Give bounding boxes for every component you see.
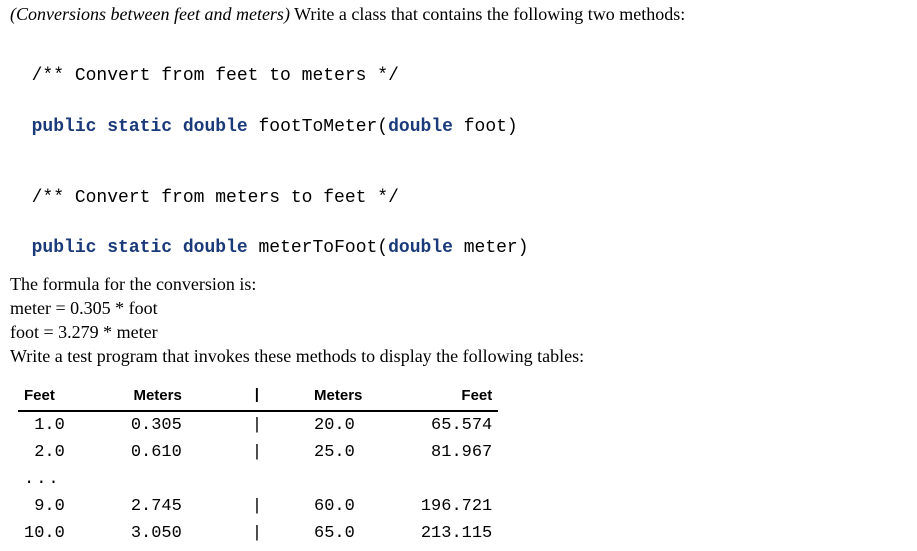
- code-block-1: /** Convert from feet to meters */ publi…: [10, 39, 907, 140]
- kw-double-ret-1: double: [183, 117, 248, 137]
- cell-meters-r: 20.0: [296, 411, 415, 439]
- cell-empty: [296, 466, 415, 493]
- table-header-row: Feet Meters | Meters Feet: [18, 381, 498, 411]
- conversion-table: Feet Meters | Meters Feet 1.0 0.305 | 20…: [18, 381, 498, 547]
- formula-heading: The formula for the conversion is:: [10, 274, 907, 295]
- cell-empty: [415, 466, 498, 493]
- table-wrapper: Feet Meters | Meters Feet 1.0 0.305 | 20…: [10, 381, 907, 547]
- kw-double-ret-2: double: [183, 238, 248, 258]
- table-row: 2.0 0.610 | 25.0 81.967: [18, 439, 498, 466]
- kw-static-2: static: [107, 238, 172, 258]
- cell-meters-l: 3.050: [125, 520, 228, 547]
- cell-feet-r: 196.721: [415, 493, 498, 520]
- cell-meters-l: 2.745: [125, 493, 228, 520]
- cell-ellipsis: ...: [18, 466, 125, 493]
- table-row-ellipsis: ...: [18, 466, 498, 493]
- cell-feet-r: 65.574: [415, 411, 498, 439]
- table-row: 1.0 0.305 | 20.0 65.574: [18, 411, 498, 439]
- kw-double-param-2: double: [388, 238, 453, 258]
- cell-sep: |: [228, 411, 296, 439]
- cell-feet: 10.0: [18, 520, 125, 547]
- formula-line-1: meter = 0.305 * foot: [10, 298, 907, 319]
- cell-meters-r: 25.0: [296, 439, 415, 466]
- formula-block: The formula for the conversion is: meter…: [10, 274, 907, 367]
- cell-meters-r: 65.0: [296, 520, 415, 547]
- col-meters-left: Meters: [125, 381, 228, 411]
- code-comment-1: /** Convert from feet to meters */: [32, 66, 399, 86]
- method-1: footToMeter: [248, 117, 378, 137]
- table-row: 10.0 3.050 | 65.0 213.115: [18, 520, 498, 547]
- cell-meters-l: 0.610: [125, 439, 228, 466]
- cell-empty: [228, 466, 296, 493]
- paren-open-2: (: [377, 238, 388, 258]
- intro-title-italic: (Conversions between feet and meters): [10, 4, 290, 24]
- cell-meters-l: 0.305: [125, 411, 228, 439]
- col-feet: Feet: [18, 381, 125, 411]
- code-block-2: /** Convert from meters to feet */ publi…: [10, 161, 907, 262]
- table-row: 9.0 2.745 | 60.0 196.721: [18, 493, 498, 520]
- param-2: meter): [453, 238, 529, 258]
- cell-sep: |: [228, 439, 296, 466]
- paren-open-1: (: [377, 117, 388, 137]
- cell-feet-r: 213.115: [415, 520, 498, 547]
- cell-feet-r: 81.967: [415, 439, 498, 466]
- col-feet-right: Feet: [415, 381, 498, 411]
- cell-sep: |: [228, 520, 296, 547]
- col-separator: |: [228, 381, 296, 411]
- test-instruction: Write a test program that invokes these …: [10, 346, 907, 367]
- kw-public-1: public: [32, 117, 97, 137]
- cell-empty: [125, 466, 228, 493]
- cell-feet: 9.0: [18, 493, 125, 520]
- method-2: meterToFoot: [248, 238, 378, 258]
- cell-meters-r: 60.0: [296, 493, 415, 520]
- cell-feet: 2.0: [18, 439, 125, 466]
- param-1: foot): [453, 117, 518, 137]
- cell-sep: |: [228, 493, 296, 520]
- intro-title-rest: Write a class that contains the followin…: [290, 4, 685, 24]
- col-meters-right: Meters: [296, 381, 415, 411]
- code-comment-2: /** Convert from meters to feet */: [32, 188, 399, 208]
- kw-public-2: public: [32, 238, 97, 258]
- intro-paragraph: (Conversions between feet and meters) Wr…: [10, 4, 907, 25]
- formula-line-2: foot = 3.279 * meter: [10, 322, 907, 343]
- kw-double-param-1: double: [388, 117, 453, 137]
- cell-feet: 1.0: [18, 411, 125, 439]
- kw-static-1: static: [107, 117, 172, 137]
